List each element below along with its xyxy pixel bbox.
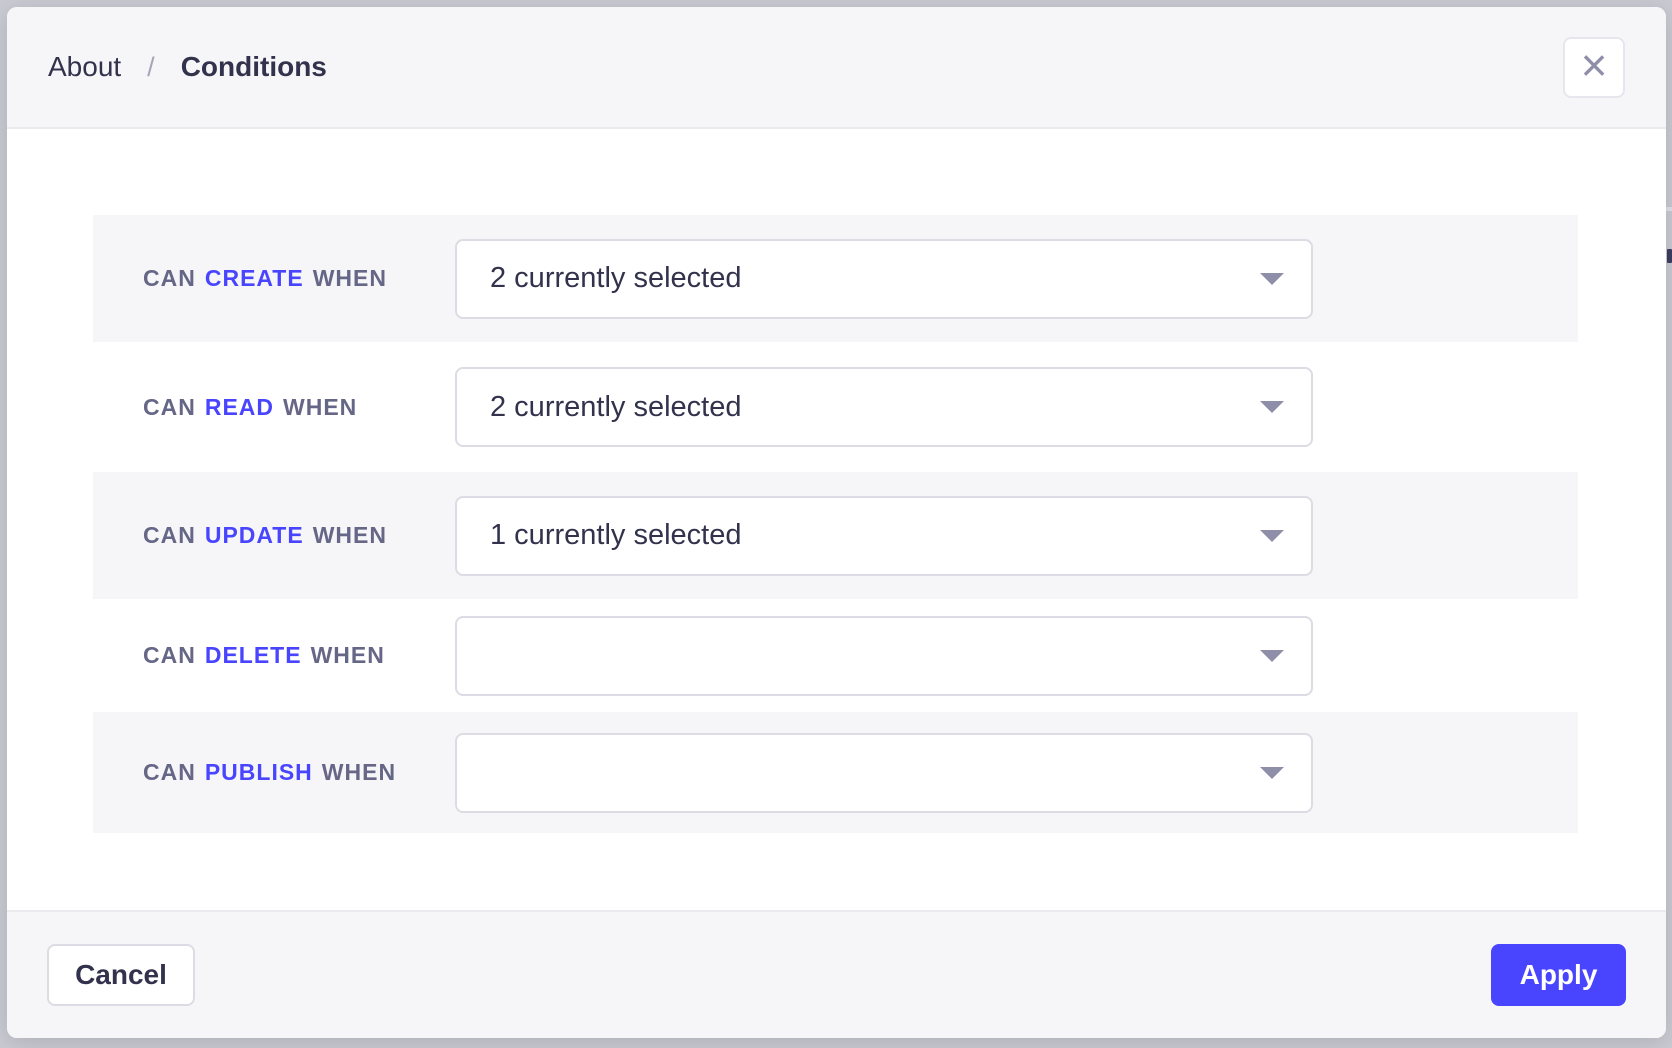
condition-row-create: CAN CREATE WHEN 2 currently selected: [93, 215, 1578, 342]
caret-down-icon: [1260, 529, 1284, 542]
label-suffix: WHEN: [312, 522, 387, 548]
caret-down-icon: [1260, 272, 1284, 285]
read-conditions-select[interactable]: 2 currently selected: [455, 367, 1313, 447]
select-value: 2 currently selected: [490, 390, 742, 423]
label-action-update: UPDATE: [204, 522, 304, 548]
label-prefix: CAN: [143, 265, 196, 291]
condition-label-read: CAN READ WHEN: [143, 394, 357, 421]
close-button[interactable]: ×: [1563, 36, 1625, 98]
modal-footer: Cancel Apply: [7, 910, 1666, 1038]
conditions-modal: About / Conditions × CAN CREATE WHEN 2 c…: [7, 7, 1666, 1038]
label-prefix: CAN: [143, 393, 196, 420]
modal-header: About / Conditions ×: [7, 7, 1666, 129]
breadcrumb-separator: /: [147, 51, 155, 82]
condition-label-delete: CAN DELETE WHEN: [143, 642, 385, 669]
select-value: 2 currently selected: [490, 262, 742, 294]
label-action-publish: PUBLISH: [204, 759, 313, 785]
background-page-text-fragment: [1667, 249, 1672, 263]
condition-label-update: CAN UPDATE WHEN: [143, 522, 387, 549]
condition-row-read: CAN READ WHEN 2 currently selected: [93, 342, 1578, 472]
caret-down-icon: [1260, 649, 1284, 662]
publish-conditions-select[interactable]: [455, 732, 1313, 813]
label-action-read: READ: [204, 393, 275, 420]
condition-row-update: CAN UPDATE WHEN 1 currently selected: [93, 472, 1578, 599]
caret-down-icon: [1260, 401, 1284, 413]
background-page-divider-fragment: [1666, 207, 1672, 211]
label-prefix: CAN: [143, 522, 196, 548]
label-action-create: CREATE: [204, 265, 304, 291]
label-prefix: CAN: [143, 642, 196, 668]
conditions-list: CAN CREATE WHEN 2 currently selected CAN…: [7, 129, 1666, 833]
create-conditions-select[interactable]: 2 currently selected: [455, 238, 1313, 319]
close-icon: ×: [1580, 39, 1608, 91]
label-action-delete: DELETE: [204, 642, 302, 668]
delete-conditions-select[interactable]: [455, 615, 1313, 696]
select-value: 1 currently selected: [490, 519, 742, 551]
condition-label-publish: CAN PUBLISH WHEN: [143, 759, 396, 786]
breadcrumb: About / Conditions: [48, 51, 327, 83]
condition-row-delete: CAN DELETE WHEN: [93, 599, 1578, 712]
breadcrumb-about: About: [48, 51, 122, 82]
condition-row-publish: CAN PUBLISH WHEN: [93, 712, 1578, 833]
label-suffix: WHEN: [312, 265, 387, 291]
label-suffix: WHEN: [310, 642, 385, 668]
label-prefix: CAN: [143, 759, 196, 785]
label-suffix: WHEN: [321, 759, 397, 785]
label-suffix: WHEN: [283, 393, 358, 420]
breadcrumb-conditions: Conditions: [180, 51, 327, 82]
caret-down-icon: [1260, 766, 1284, 779]
apply-button[interactable]: Apply: [1491, 944, 1626, 1006]
cancel-button[interactable]: Cancel: [47, 944, 195, 1006]
condition-label-create: CAN CREATE WHEN: [143, 265, 387, 292]
update-conditions-select[interactable]: 1 currently selected: [455, 495, 1313, 576]
